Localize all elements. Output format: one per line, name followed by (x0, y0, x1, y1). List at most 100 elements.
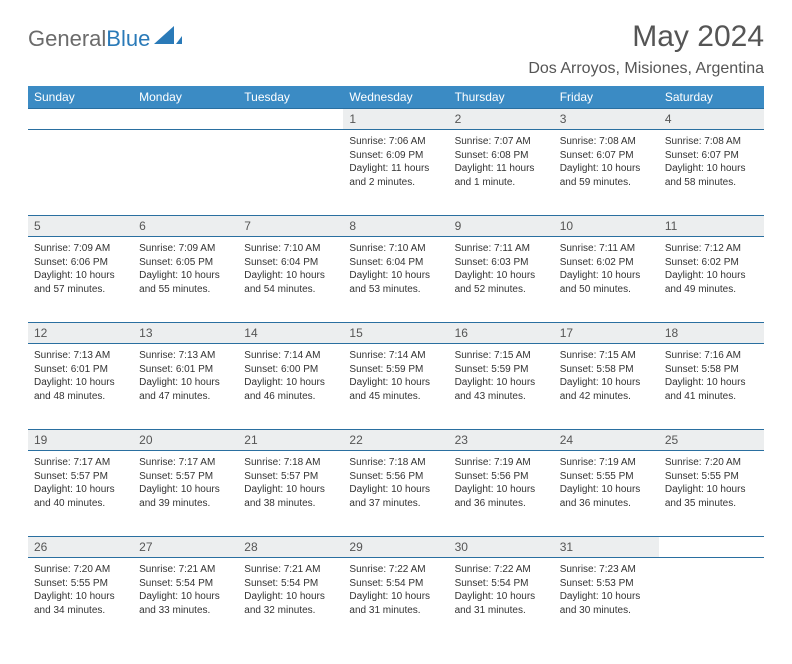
day-cell: Sunrise: 7:10 AMSunset: 6:04 PMDaylight:… (238, 237, 343, 323)
day-number-cell: 23 (449, 430, 554, 451)
day-cell: Sunrise: 7:09 AMSunset: 6:05 PMDaylight:… (133, 237, 238, 323)
day-number-cell: 21 (238, 430, 343, 451)
day-number-cell: 18 (659, 323, 764, 344)
day-details: Sunrise: 7:11 AMSunset: 6:03 PMDaylight:… (453, 239, 550, 296)
day-details: Sunrise: 7:21 AMSunset: 5:54 PMDaylight:… (242, 560, 339, 617)
day-number-cell: 15 (343, 323, 448, 344)
day-cell: Sunrise: 7:19 AMSunset: 5:55 PMDaylight:… (554, 451, 659, 537)
logo-sail-icon (154, 26, 182, 52)
day-number-cell: 3 (554, 109, 659, 130)
brand-part1: General (28, 26, 106, 52)
weekday-header: Thursday (449, 86, 554, 109)
day-details: Sunrise: 7:18 AMSunset: 5:57 PMDaylight:… (242, 453, 339, 510)
daynum-row: 19202122232425 (28, 430, 764, 451)
day-details: Sunrise: 7:19 AMSunset: 5:56 PMDaylight:… (453, 453, 550, 510)
day-cell: Sunrise: 7:18 AMSunset: 5:56 PMDaylight:… (343, 451, 448, 537)
day-number-cell: 17 (554, 323, 659, 344)
week-row: Sunrise: 7:06 AMSunset: 6:09 PMDaylight:… (28, 130, 764, 216)
weekday-header-row: SundayMondayTuesdayWednesdayThursdayFrid… (28, 86, 764, 109)
day-cell: Sunrise: 7:16 AMSunset: 5:58 PMDaylight:… (659, 344, 764, 430)
day-cell: Sunrise: 7:08 AMSunset: 6:07 PMDaylight:… (554, 130, 659, 216)
day-number-cell: 28 (238, 537, 343, 558)
day-number-cell: 11 (659, 216, 764, 237)
day-details: Sunrise: 7:12 AMSunset: 6:02 PMDaylight:… (663, 239, 760, 296)
weekday-header: Saturday (659, 86, 764, 109)
day-cell: Sunrise: 7:14 AMSunset: 6:00 PMDaylight:… (238, 344, 343, 430)
day-cell: Sunrise: 7:11 AMSunset: 6:03 PMDaylight:… (449, 237, 554, 323)
week-row: Sunrise: 7:09 AMSunset: 6:06 PMDaylight:… (28, 237, 764, 323)
day-cell: Sunrise: 7:13 AMSunset: 6:01 PMDaylight:… (133, 344, 238, 430)
day-number-cell: 8 (343, 216, 448, 237)
daynum-row: 567891011 (28, 216, 764, 237)
day-number-cell: 9 (449, 216, 554, 237)
day-details: Sunrise: 7:11 AMSunset: 6:02 PMDaylight:… (558, 239, 655, 296)
day-number-cell: 20 (133, 430, 238, 451)
day-cell: Sunrise: 7:17 AMSunset: 5:57 PMDaylight:… (133, 451, 238, 537)
day-details: Sunrise: 7:15 AMSunset: 5:58 PMDaylight:… (558, 346, 655, 403)
day-number-cell: 7 (238, 216, 343, 237)
day-details: Sunrise: 7:17 AMSunset: 5:57 PMDaylight:… (137, 453, 234, 510)
day-number-cell (238, 109, 343, 130)
day-details: Sunrise: 7:14 AMSunset: 6:00 PMDaylight:… (242, 346, 339, 403)
day-details: Sunrise: 7:09 AMSunset: 6:06 PMDaylight:… (32, 239, 129, 296)
day-number-cell: 12 (28, 323, 133, 344)
day-cell: Sunrise: 7:07 AMSunset: 6:08 PMDaylight:… (449, 130, 554, 216)
day-details: Sunrise: 7:15 AMSunset: 5:59 PMDaylight:… (453, 346, 550, 403)
day-cell (28, 130, 133, 216)
day-number-cell (659, 537, 764, 558)
day-details: Sunrise: 7:08 AMSunset: 6:07 PMDaylight:… (663, 132, 760, 189)
daynum-row: 1234 (28, 109, 764, 130)
day-number-cell: 31 (554, 537, 659, 558)
day-details: Sunrise: 7:18 AMSunset: 5:56 PMDaylight:… (347, 453, 444, 510)
day-cell: Sunrise: 7:09 AMSunset: 6:06 PMDaylight:… (28, 237, 133, 323)
day-details: Sunrise: 7:09 AMSunset: 6:05 PMDaylight:… (137, 239, 234, 296)
weekday-header: Friday (554, 86, 659, 109)
brand-logo: GeneralBlue (28, 20, 182, 52)
day-details: Sunrise: 7:21 AMSunset: 5:54 PMDaylight:… (137, 560, 234, 617)
day-cell: Sunrise: 7:11 AMSunset: 6:02 PMDaylight:… (554, 237, 659, 323)
day-number-cell (28, 109, 133, 130)
day-cell: Sunrise: 7:15 AMSunset: 5:59 PMDaylight:… (449, 344, 554, 430)
day-cell: Sunrise: 7:17 AMSunset: 5:57 PMDaylight:… (28, 451, 133, 537)
daynum-row: 262728293031 (28, 537, 764, 558)
month-title: May 2024 (528, 20, 764, 54)
day-details: Sunrise: 7:19 AMSunset: 5:55 PMDaylight:… (558, 453, 655, 510)
day-cell: Sunrise: 7:22 AMSunset: 5:54 PMDaylight:… (449, 558, 554, 644)
day-details: Sunrise: 7:10 AMSunset: 6:04 PMDaylight:… (242, 239, 339, 296)
day-cell (238, 130, 343, 216)
day-number-cell: 16 (449, 323, 554, 344)
day-number-cell: 25 (659, 430, 764, 451)
calendar-page: GeneralBlue May 2024 Dos Arroyos, Mision… (0, 0, 792, 664)
location-text: Dos Arroyos, Misiones, Argentina (528, 60, 764, 78)
day-number-cell: 6 (133, 216, 238, 237)
day-number-cell: 26 (28, 537, 133, 558)
day-number-cell (133, 109, 238, 130)
day-cell: Sunrise: 7:21 AMSunset: 5:54 PMDaylight:… (238, 558, 343, 644)
week-row: Sunrise: 7:20 AMSunset: 5:55 PMDaylight:… (28, 558, 764, 644)
title-block: May 2024 Dos Arroyos, Misiones, Argentin… (528, 20, 764, 78)
day-cell: Sunrise: 7:19 AMSunset: 5:56 PMDaylight:… (449, 451, 554, 537)
day-number-cell: 29 (343, 537, 448, 558)
day-number-cell: 5 (28, 216, 133, 237)
day-cell (659, 558, 764, 644)
brand-part2: Blue (106, 26, 150, 52)
day-details: Sunrise: 7:13 AMSunset: 6:01 PMDaylight:… (32, 346, 129, 403)
weekday-header: Wednesday (343, 86, 448, 109)
day-cell: Sunrise: 7:15 AMSunset: 5:58 PMDaylight:… (554, 344, 659, 430)
calendar-body: 1234Sunrise: 7:06 AMSunset: 6:09 PMDayli… (28, 109, 764, 644)
weekday-header: Tuesday (238, 86, 343, 109)
day-cell: Sunrise: 7:20 AMSunset: 5:55 PMDaylight:… (28, 558, 133, 644)
day-cell: Sunrise: 7:21 AMSunset: 5:54 PMDaylight:… (133, 558, 238, 644)
week-row: Sunrise: 7:13 AMSunset: 6:01 PMDaylight:… (28, 344, 764, 430)
daynum-row: 12131415161718 (28, 323, 764, 344)
day-cell: Sunrise: 7:20 AMSunset: 5:55 PMDaylight:… (659, 451, 764, 537)
day-cell: Sunrise: 7:18 AMSunset: 5:57 PMDaylight:… (238, 451, 343, 537)
day-number-cell: 4 (659, 109, 764, 130)
weekday-header: Sunday (28, 86, 133, 109)
day-number-cell: 30 (449, 537, 554, 558)
day-number-cell: 24 (554, 430, 659, 451)
day-number-cell: 27 (133, 537, 238, 558)
calendar-table: SundayMondayTuesdayWednesdayThursdayFrid… (28, 86, 764, 644)
day-number-cell: 22 (343, 430, 448, 451)
week-row: Sunrise: 7:17 AMSunset: 5:57 PMDaylight:… (28, 451, 764, 537)
